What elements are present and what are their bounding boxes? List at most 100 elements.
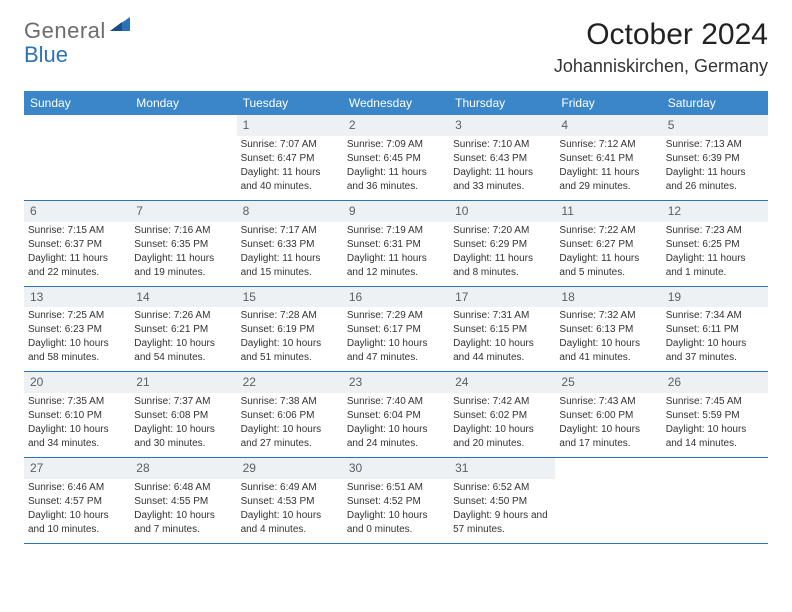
day-cell: 26 Sunrise: 7:45 AMSunset: 5:59 PMDayligh… xyxy=(662,372,768,457)
daylight-text: Daylight: 9 hours and 57 minutes. xyxy=(453,509,549,537)
day-number: 29 xyxy=(243,460,337,477)
sunset-text: Sunset: 6:21 PM xyxy=(134,323,230,337)
day-number: 25 xyxy=(561,374,655,391)
sunrise-text: Sunrise: 7:43 AM xyxy=(559,395,655,409)
day-number: 23 xyxy=(349,374,443,391)
day-body: Sunrise: 7:15 AMSunset: 6:37 PMDaylight:… xyxy=(24,222,130,286)
day-body: Sunrise: 7:45 AMSunset: 5:59 PMDaylight:… xyxy=(662,393,768,457)
day-cell: 7Sunrise: 7:16 AMSunset: 6:35 PMDaylight… xyxy=(130,201,236,286)
day-body: Sunrise: 7:13 AMSunset: 6:39 PMDaylight:… xyxy=(662,136,768,200)
day-cell: 24Sunrise: 7:42 AMSunset: 6:02 PMDayligh… xyxy=(449,372,555,457)
day-number: 30 xyxy=(349,460,443,477)
sunset-text: Sunset: 6:15 PM xyxy=(453,323,549,337)
daylight-text: Daylight: 11 hours and 12 minutes. xyxy=(347,252,443,280)
day-body: Sunrise: 7:43 AMSunset: 6:00 PMDaylight:… xyxy=(555,393,661,457)
day-body: Sunrise: 7:10 AMSunset: 6:43 PMDaylight:… xyxy=(449,136,555,200)
day-number: 13 xyxy=(30,289,124,306)
daylight-text: Daylight: 10 hours and 37 minutes. xyxy=(666,337,762,365)
day-body: Sunrise: 7:34 AMSunset: 6:11 PMDaylight:… xyxy=(662,307,768,371)
logo-triangle-icon xyxy=(110,17,130,36)
sunset-text: Sunset: 6:04 PM xyxy=(347,409,443,423)
sunrise-text: Sunrise: 7:40 AM xyxy=(347,395,443,409)
sunset-text: Sunset: 6:10 PM xyxy=(28,409,124,423)
sunrise-text: Sunrise: 6:46 AM xyxy=(28,481,124,495)
daylight-text: Daylight: 10 hours and 47 minutes. xyxy=(347,337,443,365)
sunrise-text: Sunrise: 7:20 AM xyxy=(453,224,549,238)
daylight-text: Daylight: 10 hours and 17 minutes. xyxy=(559,423,655,451)
daylight-text: Daylight: 11 hours and 8 minutes. xyxy=(453,252,549,280)
daylight-text: Daylight: 10 hours and 4 minutes. xyxy=(241,509,337,537)
daylight-text: Daylight: 10 hours and 20 minutes. xyxy=(453,423,549,451)
day-body: Sunrise: 7:20 AMSunset: 6:29 PMDaylight:… xyxy=(449,222,555,286)
day-cell: 1Sunrise: 7:07 AMSunset: 6:47 PMDaylight… xyxy=(237,115,343,200)
day-body: Sunrise: 7:09 AMSunset: 6:45 PMDaylight:… xyxy=(343,136,449,200)
day-cell: 11 Sunrise: 7:22 AMSunset: 6:27 PMDayligh… xyxy=(555,201,661,286)
day-number: 17 xyxy=(455,289,549,306)
daylight-text: Daylight: 10 hours and 30 minutes. xyxy=(134,423,230,451)
sunset-text: Sunset: 6:02 PM xyxy=(453,409,549,423)
day-number: 14 xyxy=(136,289,230,306)
day-body: Sunrise: 7:17 AMSunset: 6:33 PMDaylight:… xyxy=(237,222,343,286)
day-cell: 29 Sunrise: 6:49 AMSunset: 4:53 PMDayligh… xyxy=(237,458,343,543)
sunset-text: Sunset: 6:37 PM xyxy=(28,238,124,252)
day-body: Sunrise: 6:49 AMSunset: 4:53 PMDaylight:… xyxy=(237,479,343,543)
day-number: 11 xyxy=(561,203,655,220)
day-number: 26 xyxy=(668,374,762,391)
daylight-text: Daylight: 10 hours and 41 minutes. xyxy=(559,337,655,365)
day-cell xyxy=(555,458,661,543)
sunrise-text: Sunrise: 7:22 AM xyxy=(559,224,655,238)
sunset-text: Sunset: 6:23 PM xyxy=(28,323,124,337)
location: Johanniskirchen, Germany xyxy=(554,56,768,77)
sunset-text: Sunset: 6:41 PM xyxy=(559,152,655,166)
day-body: Sunrise: 7:35 AMSunset: 6:10 PMDaylight:… xyxy=(24,393,130,457)
daylight-text: Daylight: 10 hours and 58 minutes. xyxy=(28,337,124,365)
day-cell: 25 Sunrise: 7:43 AMSunset: 6:00 PMDayligh… xyxy=(555,372,661,457)
week-row: 20Sunrise: 7:35 AMSunset: 6:10 PMDayligh… xyxy=(24,372,768,458)
day-number: 21 xyxy=(136,374,230,391)
title-block: October 2024 Johanniskirchen, Germany xyxy=(554,18,768,77)
day-body: Sunrise: 6:52 AMSunset: 4:50 PMDaylight:… xyxy=(449,479,555,543)
sunset-text: Sunset: 4:50 PM xyxy=(453,495,549,509)
header: General October 2024 Johanniskirchen, Ge… xyxy=(24,18,768,77)
day-body: Sunrise: 7:28 AMSunset: 6:19 PMDaylight:… xyxy=(237,307,343,371)
sunrise-text: Sunrise: 7:34 AM xyxy=(666,309,762,323)
sunrise-text: Sunrise: 7:07 AM xyxy=(241,138,337,152)
day-body: Sunrise: 7:12 AMSunset: 6:41 PMDaylight:… xyxy=(555,136,661,200)
sunset-text: Sunset: 4:53 PM xyxy=(241,495,337,509)
sunrise-text: Sunrise: 7:13 AM xyxy=(666,138,762,152)
logo: General xyxy=(24,18,132,44)
sunrise-text: Sunrise: 7:37 AM xyxy=(134,395,230,409)
day-number: 8 xyxy=(243,203,337,220)
daylight-text: Daylight: 10 hours and 34 minutes. xyxy=(28,423,124,451)
day-cell: 8 Sunrise: 7:17 AMSunset: 6:33 PMDaylight… xyxy=(237,201,343,286)
sunset-text: Sunset: 6:35 PM xyxy=(134,238,230,252)
day-cell: 12Sunrise: 7:23 AMSunset: 6:25 PMDayligh… xyxy=(662,201,768,286)
day-cell: 14Sunrise: 7:26 AMSunset: 6:21 PMDayligh… xyxy=(130,287,236,372)
sunset-text: Sunset: 6:19 PM xyxy=(241,323,337,337)
sunrise-text: Sunrise: 7:31 AM xyxy=(453,309,549,323)
dow-friday: Friday xyxy=(555,91,661,115)
day-cell: 2Sunrise: 7:09 AMSunset: 6:45 PMDaylight… xyxy=(343,115,449,200)
day-number: 7 xyxy=(136,203,230,220)
day-body: Sunrise: 7:40 AMSunset: 6:04 PMDaylight:… xyxy=(343,393,449,457)
sunset-text: Sunset: 6:17 PM xyxy=(347,323,443,337)
daylight-text: Daylight: 11 hours and 33 minutes. xyxy=(453,166,549,194)
daylight-text: Daylight: 11 hours and 1 minute. xyxy=(666,252,762,280)
day-number: 31 xyxy=(455,460,549,477)
daylight-text: Daylight: 11 hours and 29 minutes. xyxy=(559,166,655,194)
day-cell: 4Sunrise: 7:12 AMSunset: 6:41 PMDaylight… xyxy=(555,115,661,200)
day-number: 15 xyxy=(243,289,337,306)
sunrise-text: Sunrise: 7:17 AM xyxy=(241,224,337,238)
day-body: Sunrise: 7:22 AMSunset: 6:27 PMDaylight:… xyxy=(555,222,661,286)
day-body: Sunrise: 7:37 AMSunset: 6:08 PMDaylight:… xyxy=(130,393,236,457)
day-cell: 9Sunrise: 7:19 AMSunset: 6:31 PMDaylight… xyxy=(343,201,449,286)
daylight-text: Daylight: 10 hours and 7 minutes. xyxy=(134,509,230,537)
day-number xyxy=(136,117,230,134)
day-number: 10 xyxy=(455,203,549,220)
sunrise-text: Sunrise: 7:28 AM xyxy=(241,309,337,323)
day-cell: 6Sunrise: 7:15 AMSunset: 6:37 PMDaylight… xyxy=(24,201,130,286)
day-cell: 10 Sunrise: 7:20 AMSunset: 6:29 PMDayligh… xyxy=(449,201,555,286)
sunset-text: Sunset: 6:13 PM xyxy=(559,323,655,337)
day-number xyxy=(668,460,762,477)
week-row: 1Sunrise: 7:07 AMSunset: 6:47 PMDaylight… xyxy=(24,115,768,201)
